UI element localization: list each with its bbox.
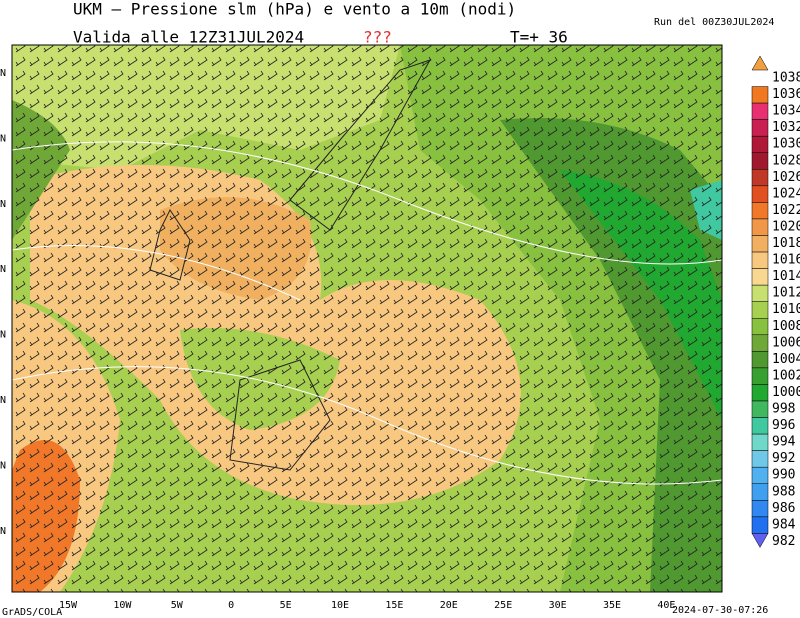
footer-right: 2024-07-30-07:26 <box>672 605 768 616</box>
colorbar-swatch <box>751 119 769 137</box>
lon-labels: 15W 10W 5W 0 5E 10E 15E 20E 25E 30E 35E 40E <box>59 600 675 611</box>
colorbar-label: 1038 <box>772 71 800 86</box>
lat-label: N <box>0 68 6 79</box>
colorbar-swatch <box>751 433 769 451</box>
lon-label: 15W <box>59 600 78 611</box>
flag: ??? <box>363 28 392 47</box>
colorbar-label: 992 <box>772 451 795 466</box>
lon-label: 0 <box>228 600 234 611</box>
colorbar-swatch <box>751 185 769 203</box>
colorbar-label: 1016 <box>772 253 800 268</box>
footer-left: GrADS/COLA <box>2 607 62 618</box>
colorbar-swatch <box>751 466 769 485</box>
colorbar-label: 996 <box>772 418 795 433</box>
forecast-step: T=+ 36 <box>510 28 568 47</box>
colorbar-swatch <box>751 102 769 120</box>
colorbar-label: 988 <box>772 484 795 499</box>
lon-label: 30E <box>549 600 567 611</box>
title: UKM – Pressione slm (hPa) e vento a 10m … <box>73 0 516 19</box>
colorbar-swatch <box>751 384 769 402</box>
colorbar-label: 1026 <box>772 170 800 185</box>
map <box>12 45 722 592</box>
lat-label: N <box>0 199 6 210</box>
colorbar-label: 1018 <box>772 236 800 251</box>
colorbar-swatch <box>751 334 769 352</box>
colorbar-cap <box>751 55 769 71</box>
colorbar-swatch <box>751 400 769 418</box>
colorbar-label: 1004 <box>772 352 800 367</box>
lon-label: 35E <box>603 600 621 611</box>
colorbar-label: 1024 <box>772 186 800 201</box>
colorbar-swatch <box>751 417 769 435</box>
valid-time: Valida alle 12Z31JUL2024 <box>73 28 304 47</box>
colorbar-label: 998 <box>772 402 795 417</box>
colorbar-label: 994 <box>772 435 796 450</box>
lat-label: N <box>0 330 6 341</box>
colorbar-label: 1010 <box>772 302 800 317</box>
colorbar-swatch <box>751 218 769 236</box>
colorbar-label: 1008 <box>772 319 800 334</box>
colorbar-swatch <box>751 251 769 269</box>
colorbar-swatch <box>751 268 769 286</box>
colorbar-label: 982 <box>772 534 795 549</box>
colorbar-swatch <box>751 202 769 220</box>
colorbar-swatch <box>751 152 769 170</box>
colorbar-label: 1012 <box>772 286 800 301</box>
colorbar-swatch <box>751 367 769 385</box>
lat-label: N <box>0 460 6 471</box>
lat-label: N <box>0 526 6 537</box>
colorbar-label: 1020 <box>772 219 800 234</box>
colorbar-swatch <box>751 516 769 534</box>
lat-label: N <box>0 395 6 406</box>
colorbar-label: 1028 <box>772 153 800 168</box>
lon-label: 20E <box>440 600 458 611</box>
colorbar-cap <box>751 533 769 548</box>
colorbar-swatch <box>751 483 769 501</box>
colorbar-swatch <box>751 351 769 369</box>
colorbar-swatch <box>751 235 769 253</box>
colorbar-swatch <box>751 86 769 104</box>
colorbar-label: 1000 <box>772 385 800 400</box>
colorbar-label: 1036 <box>772 87 800 102</box>
lon-label: 15E <box>385 600 403 611</box>
colorbar-label: 986 <box>772 501 795 516</box>
colorbar-swatch <box>751 284 769 302</box>
colorbar-swatch <box>751 450 769 468</box>
colorbar-swatch <box>751 301 769 319</box>
lat-labels: N N N N N N N N <box>0 68 6 537</box>
colorbar-label: 1032 <box>772 120 800 135</box>
colorbar-swatch <box>751 318 769 336</box>
colorbar-label: 1014 <box>772 269 800 284</box>
lon-label: 10E <box>331 600 349 611</box>
map-frame <box>11 44 723 593</box>
lon-label: 40E <box>657 600 675 611</box>
colorbar-label: 1034 <box>772 104 800 119</box>
lon-label: 5E <box>280 600 292 611</box>
lat-label: N <box>0 133 6 144</box>
colorbar-label: 984 <box>772 517 796 532</box>
lon-label: 25E <box>494 600 512 611</box>
colorbar-swatch <box>751 500 769 518</box>
colorbar-label: 1030 <box>772 137 800 152</box>
run-time: Run del 00Z30JUL2024 <box>654 17 774 28</box>
colorbar-swatch <box>751 135 769 153</box>
lon-label: 5W <box>171 600 184 611</box>
lon-label: 10W <box>113 600 132 611</box>
lat-label: N <box>0 264 6 275</box>
colorbar-swatch <box>751 169 769 187</box>
colorbar-label: 1006 <box>772 335 800 350</box>
colorbar-label: 1022 <box>772 203 800 218</box>
colorbar-label: 990 <box>772 468 795 483</box>
colorbar-label: 1002 <box>772 368 800 383</box>
